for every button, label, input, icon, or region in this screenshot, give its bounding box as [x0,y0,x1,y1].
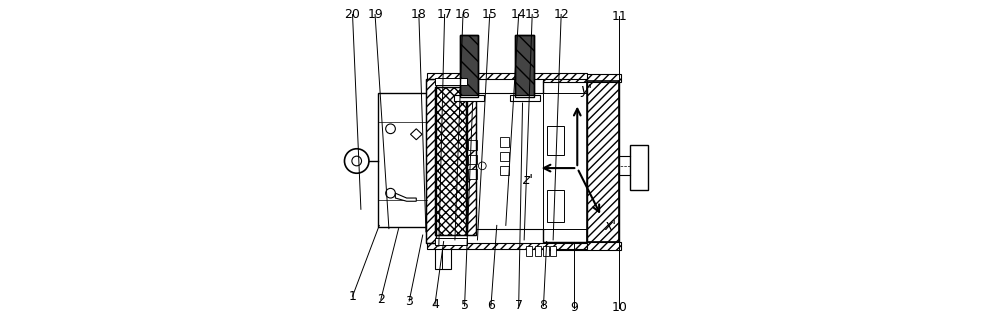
Bar [543,93,587,229]
Bar [466,87,476,235]
Circle shape [344,149,369,173]
Text: 18: 18 [411,8,427,21]
Text: 13: 13 [524,8,540,21]
Bar [535,246,541,256]
Bar [460,35,478,97]
Polygon shape [410,129,422,140]
Bar [466,87,476,235]
Polygon shape [395,193,416,201]
Text: 10: 10 [611,301,627,314]
Bar [500,137,509,147]
Text: 7: 7 [515,299,523,312]
Text: 16: 16 [455,8,471,21]
Text: 11: 11 [611,10,627,23]
Bar [515,35,534,97]
Bar [466,93,545,229]
Bar [543,242,621,250]
Bar [547,126,564,155]
Bar [426,79,436,243]
Bar [515,35,534,97]
Bar [378,93,427,227]
Text: 8: 8 [539,299,547,312]
Bar [587,80,619,242]
Text: 3: 3 [405,295,413,308]
Circle shape [352,156,362,166]
Bar [460,35,478,97]
Bar [510,95,540,101]
Text: 9: 9 [570,301,578,314]
Bar [427,73,587,79]
Text: 6: 6 [487,299,495,312]
Circle shape [478,162,486,170]
Circle shape [386,188,395,198]
Bar [543,74,621,82]
Bar [500,166,509,175]
Text: 20: 20 [345,8,360,21]
Bar [435,78,467,85]
Bar [468,169,477,179]
Bar [543,246,549,256]
Text: 4: 4 [431,298,439,311]
Bar [454,95,484,101]
Text: 2: 2 [377,293,385,306]
Bar [435,238,467,245]
Bar [426,79,436,243]
Text: 14: 14 [511,8,527,21]
Bar [526,246,532,256]
Bar [468,155,477,164]
Text: 5: 5 [461,299,469,312]
Bar [468,140,477,150]
Text: 17: 17 [437,8,453,21]
Text: 15: 15 [482,8,498,21]
Text: z': z' [522,173,533,187]
Text: x': x' [605,219,617,233]
Bar [550,246,556,256]
Text: 1: 1 [349,290,356,303]
Bar [435,87,467,235]
Bar [543,80,587,242]
Text: y': y' [580,83,592,97]
Bar [547,190,564,222]
Circle shape [386,124,395,134]
Text: 19: 19 [367,8,383,21]
Bar [435,87,467,235]
Bar [500,152,509,161]
Bar [427,243,587,249]
Bar [435,248,451,269]
Text: 12: 12 [553,8,569,21]
Bar [587,80,619,242]
Bar [630,145,648,190]
